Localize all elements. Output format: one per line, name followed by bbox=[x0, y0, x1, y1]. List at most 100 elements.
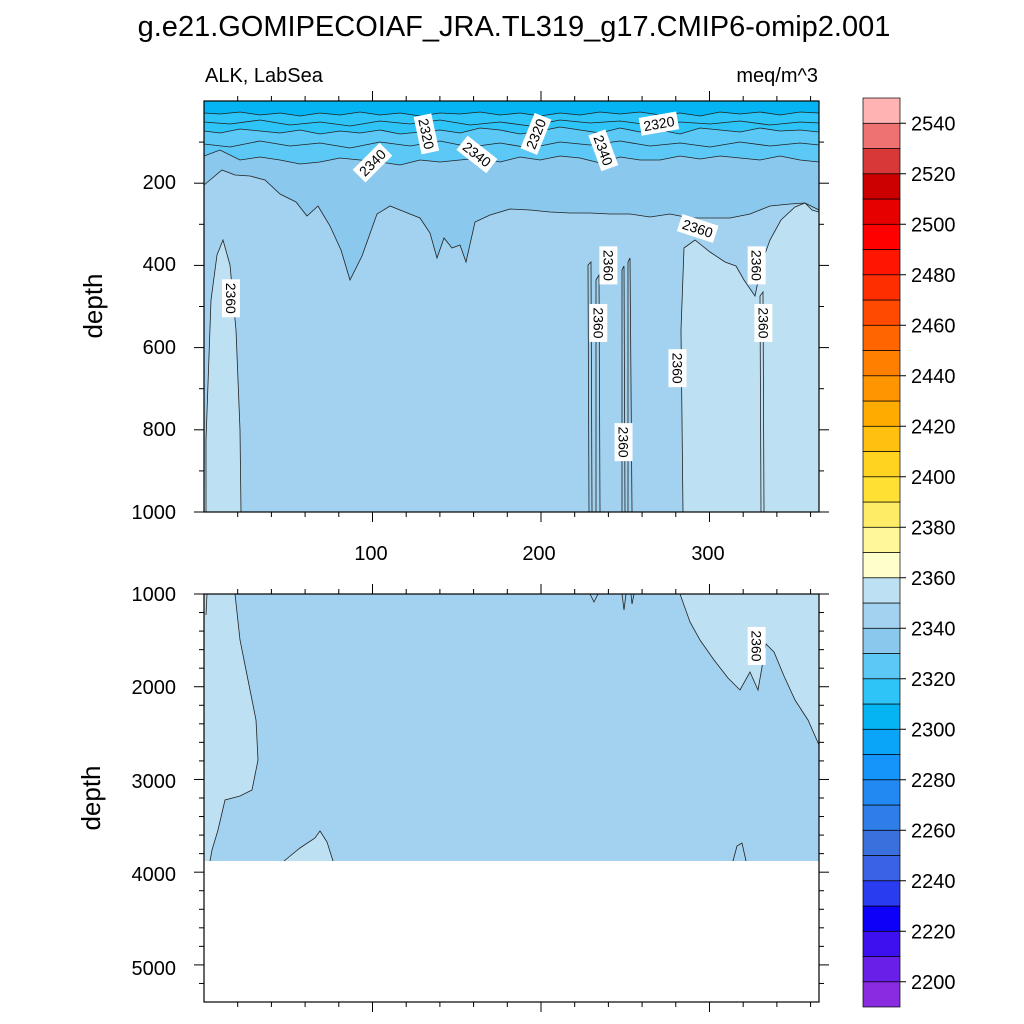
contour-label-text: 2360 bbox=[223, 283, 239, 314]
contour-line bbox=[679, 594, 819, 746]
lower-panel: 1000 2000 3000 4000 5000 depth bbox=[76, 584, 829, 1012]
lower-y-tick-labels: 1000 2000 3000 4000 5000 bbox=[132, 584, 177, 980]
colorbar-box bbox=[862, 653, 901, 680]
contour-label-box bbox=[589, 303, 608, 342]
colorbar-box bbox=[862, 97, 901, 124]
x-tick-labels: 100 200 300 bbox=[354, 543, 724, 565]
colorbar-box bbox=[862, 855, 901, 882]
colorbar-box bbox=[862, 350, 901, 377]
contour-label-box bbox=[588, 129, 619, 172]
lower-contour-fill bbox=[204, 594, 819, 1002]
contour-label-box bbox=[352, 142, 393, 183]
contour-line bbox=[204, 140, 819, 149]
variable-region-label: ALK, LabSea bbox=[205, 65, 324, 87]
colorbar-box bbox=[862, 451, 901, 478]
contour-label-box bbox=[599, 246, 618, 285]
colorbar-box bbox=[862, 198, 901, 225]
colorbar-box bbox=[862, 223, 901, 250]
upper-y-axis-label: depth bbox=[78, 273, 108, 338]
contour-label-text: 2360 bbox=[590, 307, 606, 338]
y-tick-label: 2000 bbox=[132, 677, 177, 699]
y-tick-label: 4000 bbox=[132, 864, 177, 886]
y-tick-label: 5000 bbox=[132, 958, 177, 980]
contour-label-box bbox=[456, 135, 498, 174]
colorbar-tick-label: 2500 bbox=[911, 214, 956, 236]
y-tick-label: 200 bbox=[143, 172, 176, 194]
colorbar-tick-label: 2300 bbox=[911, 719, 956, 741]
colorbar-tick-label: 2540 bbox=[911, 113, 956, 135]
contour-line bbox=[209, 594, 259, 862]
contour-label-box bbox=[747, 246, 766, 285]
contour-label: 2360 bbox=[668, 349, 687, 388]
colorbar-box bbox=[862, 779, 901, 806]
colorbar-box bbox=[862, 122, 901, 149]
contour-line bbox=[204, 149, 819, 166]
contour-line bbox=[680, 202, 819, 512]
contour-line bbox=[283, 830, 334, 862]
colorbar-box bbox=[862, 425, 901, 452]
colorbar-tick-label: 2440 bbox=[911, 366, 956, 388]
y-tick-label: 1000 bbox=[132, 502, 177, 524]
chart-title: g.e21.GOMIPECOIAF_JRA.TL319_g17.CMIP6-om… bbox=[138, 11, 891, 43]
colorbar-tick-label: 2460 bbox=[911, 315, 956, 337]
contour-label-box bbox=[520, 112, 552, 155]
colorbar-box bbox=[862, 324, 901, 351]
x-tick-label: 300 bbox=[691, 543, 724, 565]
contour-line bbox=[204, 126, 819, 135]
contour-lines bbox=[205, 594, 819, 862]
colorbar-box bbox=[862, 804, 901, 831]
x-tick-label: 200 bbox=[522, 543, 555, 565]
contour-label: 2360 bbox=[599, 246, 618, 285]
contour-line bbox=[589, 594, 635, 611]
contour-line bbox=[204, 119, 819, 127]
y-tick-label: 400 bbox=[143, 254, 176, 276]
colorbar-tick-label: 2340 bbox=[911, 618, 956, 640]
colorbar-tick-label: 2200 bbox=[911, 972, 956, 994]
upper-axis-ticks bbox=[194, 91, 829, 522]
colorbar-box bbox=[862, 148, 901, 175]
upper-y-tick-labels: 200 400 600 800 1000 bbox=[132, 172, 177, 524]
colorbar-box bbox=[862, 552, 901, 579]
contour-label-box bbox=[668, 349, 687, 388]
contour-label-box bbox=[614, 423, 633, 462]
contour-label: 2320 bbox=[413, 113, 440, 155]
colorbar-tick-label: 2240 bbox=[911, 871, 956, 893]
colorbar-box bbox=[862, 981, 901, 1008]
contour-label: 2360 bbox=[747, 246, 766, 285]
contour-line bbox=[204, 111, 819, 117]
upper-contour-fill bbox=[204, 101, 819, 512]
contour-label: 2360 bbox=[589, 303, 608, 342]
colorbar: 2200 2220 2240 2260 2280 2300 2320 2340 2360 2380… bbox=[862, 97, 956, 1008]
lower-axis-ticks bbox=[194, 584, 829, 1012]
colorbar-tick-label: 2260 bbox=[911, 820, 956, 842]
contour-label-box bbox=[676, 213, 719, 243]
contour-label-text: 2360 bbox=[669, 353, 685, 384]
contour-label-text: 2360 bbox=[749, 630, 765, 661]
contour-label-box bbox=[747, 626, 766, 665]
colorbar-box bbox=[862, 728, 901, 755]
fill-region bbox=[284, 831, 333, 861]
colorbar-tick-label: 2320 bbox=[911, 669, 956, 691]
contour-label-box bbox=[638, 111, 680, 136]
colorbar-box bbox=[862, 956, 901, 983]
colorbar-box bbox=[862, 678, 901, 705]
units-label: meq/m^3 bbox=[736, 65, 818, 87]
contour-line bbox=[732, 842, 747, 862]
fill-region bbox=[204, 594, 258, 861]
colorbar-box bbox=[862, 905, 901, 932]
contour-line bbox=[205, 238, 242, 512]
colorbar-box bbox=[862, 375, 901, 402]
colorbar-box bbox=[862, 526, 901, 553]
colorbar-box bbox=[862, 476, 901, 503]
contour-lines bbox=[204, 111, 819, 512]
colorbar-box bbox=[862, 627, 901, 654]
y-tick-label: 3000 bbox=[132, 771, 177, 793]
y-tick-label: 600 bbox=[143, 337, 176, 359]
colorbar-box bbox=[862, 577, 901, 604]
fill-region bbox=[680, 594, 819, 745]
contour-label-box bbox=[413, 113, 440, 155]
y-tick-label: 1000 bbox=[132, 584, 177, 606]
colorbar-box bbox=[862, 299, 901, 326]
contour-label-text: 2320 bbox=[415, 117, 437, 151]
